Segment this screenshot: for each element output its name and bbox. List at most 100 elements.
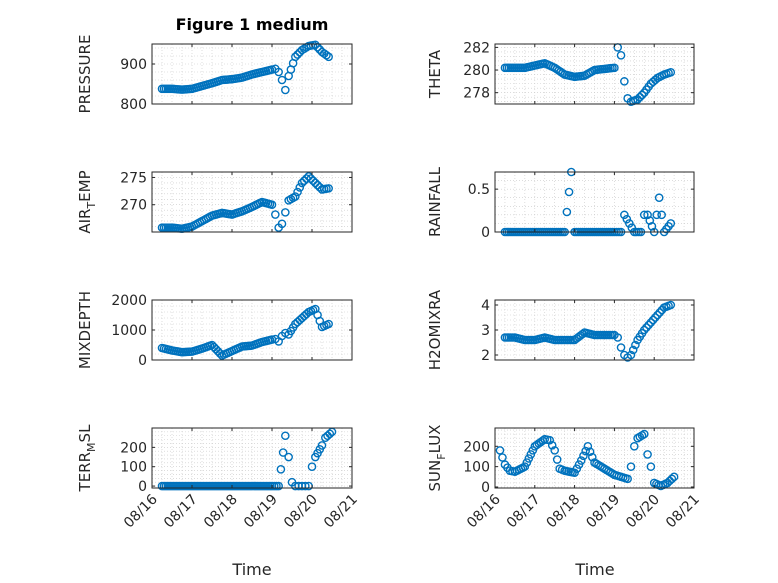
x-tick-label: 08/20: [281, 492, 321, 532]
data-point: [643, 210, 652, 220]
x-tick-label: 08/18: [544, 492, 584, 532]
y-tick-label: 0: [138, 479, 147, 495]
data-point: [626, 462, 636, 471]
data-point: [633, 95, 642, 104]
y-tick-label: 900: [120, 57, 147, 73]
data-point: [284, 452, 293, 462]
data-point: [495, 446, 505, 455]
data-point-interp: [306, 174, 316, 183]
data-point: [267, 200, 277, 210]
data-point: [307, 462, 317, 472]
y-tick-label: 4: [481, 298, 490, 314]
grid: [151, 171, 353, 233]
y-tick-label: 0: [481, 480, 490, 496]
data-point: [653, 310, 662, 320]
axes-box: [494, 171, 695, 233]
series-markers: [500, 300, 676, 362]
data-point: [281, 208, 290, 217]
y-tick-label: 0: [481, 225, 490, 241]
y-tick-label: 275: [120, 170, 147, 186]
data-point-interp: [552, 455, 562, 464]
x-axis-label-left: Time: [231, 560, 271, 579]
data-point-interp: [655, 308, 665, 317]
data-point-interp: [547, 440, 557, 450]
data-point: [324, 319, 333, 329]
data-point-interp: [308, 176, 318, 186]
data-point-interp: [651, 313, 660, 322]
data-point: [646, 318, 656, 327]
y-tick-label: 100: [120, 460, 147, 476]
series-markers: [157, 304, 333, 360]
data-point-interp: [564, 187, 574, 197]
y-tick-label: 1000: [111, 323, 147, 339]
data-point-interp: [631, 340, 640, 350]
data-point: [291, 52, 300, 62]
data-point: [281, 85, 290, 95]
data-point: [576, 456, 586, 465]
series-markers: [157, 172, 333, 234]
data-point: [291, 192, 300, 201]
axes-box: [494, 43, 695, 105]
grid: [494, 171, 695, 233]
data-point-interp: [562, 207, 572, 217]
data-point: [616, 343, 626, 352]
axes-box: [494, 427, 695, 489]
data-point: [626, 350, 636, 360]
data-point-interp: [637, 90, 647, 100]
axes-box: [151, 171, 353, 233]
y-tick-label: 200: [120, 440, 147, 456]
series-markers: [157, 40, 333, 95]
data-point-interp: [215, 349, 225, 358]
data-point: [669, 472, 679, 482]
subplot-7: 0 100 200 08/16 08/17 08/18 08/19 08/20 08/21 TER…: [76, 424, 361, 531]
data-point: [324, 184, 333, 193]
y-axis-label: AIRTEMP: [76, 170, 98, 233]
x-tick-label: 08/16: [121, 491, 161, 531]
series-markers: [500, 43, 676, 107]
subplot-8: 0 100 200 08/16 08/17 08/18 08/19 08/20 08/21 SUN…: [426, 425, 703, 532]
data-point: [666, 300, 676, 310]
data-point: [304, 172, 313, 181]
data-point: [324, 52, 333, 62]
y-tick-label: 278: [463, 86, 490, 102]
figure-title: Figure 1 medium: [176, 15, 329, 34]
data-point: [666, 219, 676, 228]
x-tick-label: 08/21: [321, 492, 361, 532]
y-axis-label: PRESSURE: [76, 35, 94, 114]
data-point: [630, 442, 639, 451]
data-point: [277, 75, 287, 85]
data-point: [545, 435, 555, 445]
y-tick-label: 3: [481, 323, 490, 339]
subplot-3: 270 275 AIRTEMP: [76, 170, 353, 234]
data-point-interp: [648, 315, 658, 325]
data-point-interp: [276, 464, 286, 474]
data-point: [639, 210, 649, 220]
data-point-interp: [645, 216, 655, 225]
data-point-interp: [642, 323, 651, 332]
data-point-interp: [325, 429, 335, 439]
data-point: [271, 210, 280, 219]
data-point-interp: [667, 474, 677, 484]
data-point-interp: [528, 446, 538, 455]
data-point-interp: [581, 446, 590, 456]
y-axis-label: THETA: [426, 49, 444, 99]
data-point: [610, 63, 619, 73]
y-tick-label: 200: [463, 439, 490, 455]
y-tick-label: 2: [481, 348, 490, 364]
data-point: [520, 462, 530, 471]
y-axis-label: H2OMIXRA: [426, 289, 444, 370]
data-point-interp: [278, 448, 288, 457]
data-point: [643, 450, 652, 459]
data-point: [277, 219, 287, 229]
series-markers: [495, 429, 679, 491]
data-point-interp: [652, 210, 661, 220]
data-point-interp: [313, 180, 322, 190]
data-point-interp: [622, 214, 632, 224]
data-point: [297, 178, 307, 188]
y-tick-label: 2000: [111, 293, 147, 309]
data-point: [281, 431, 290, 441]
data-point-interp: [628, 345, 638, 355]
data-point: [623, 474, 632, 484]
data-point: [654, 193, 664, 203]
